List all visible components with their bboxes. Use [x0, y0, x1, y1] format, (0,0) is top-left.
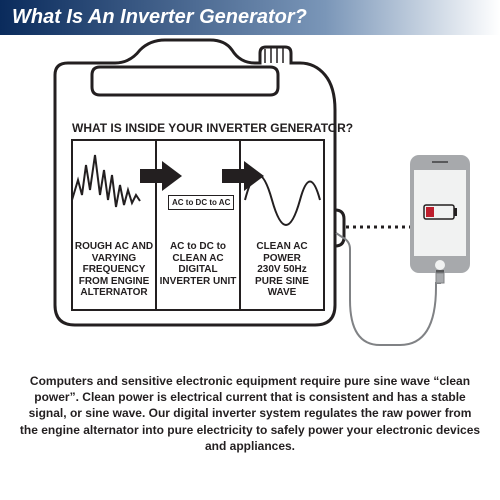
footer-text: Computers and sensitive electronic equip… — [0, 365, 500, 454]
generator-handle — [92, 67, 278, 95]
arrow-2 — [222, 161, 264, 191]
panel-2-label: AC to DC to CLEAN AC DIGITAL INVERTER UN… — [156, 241, 240, 287]
diagram: WHAT IS INSIDE YOUR INVERTER GENERATOR? … — [0, 35, 500, 365]
arrow-1 — [140, 161, 182, 191]
panel-1-label: ROUGH AC AND VARYING FREQUENCY FROM ENGI… — [72, 241, 156, 299]
diagram-svg — [0, 35, 500, 365]
rough-wave — [72, 155, 140, 207]
panel-3-label: CLEAN AC POWER 230V 50Hz PURE SINE WAVE — [240, 241, 324, 299]
sine-wave — [245, 175, 320, 225]
phone — [410, 155, 470, 273]
page-header: What Is An Inverter Generator? — [0, 0, 500, 35]
ac-dc-box: AC to DC to AC — [168, 195, 234, 210]
inner-title: WHAT IS INSIDE YOUR INVERTER GENERATOR? — [72, 121, 353, 135]
